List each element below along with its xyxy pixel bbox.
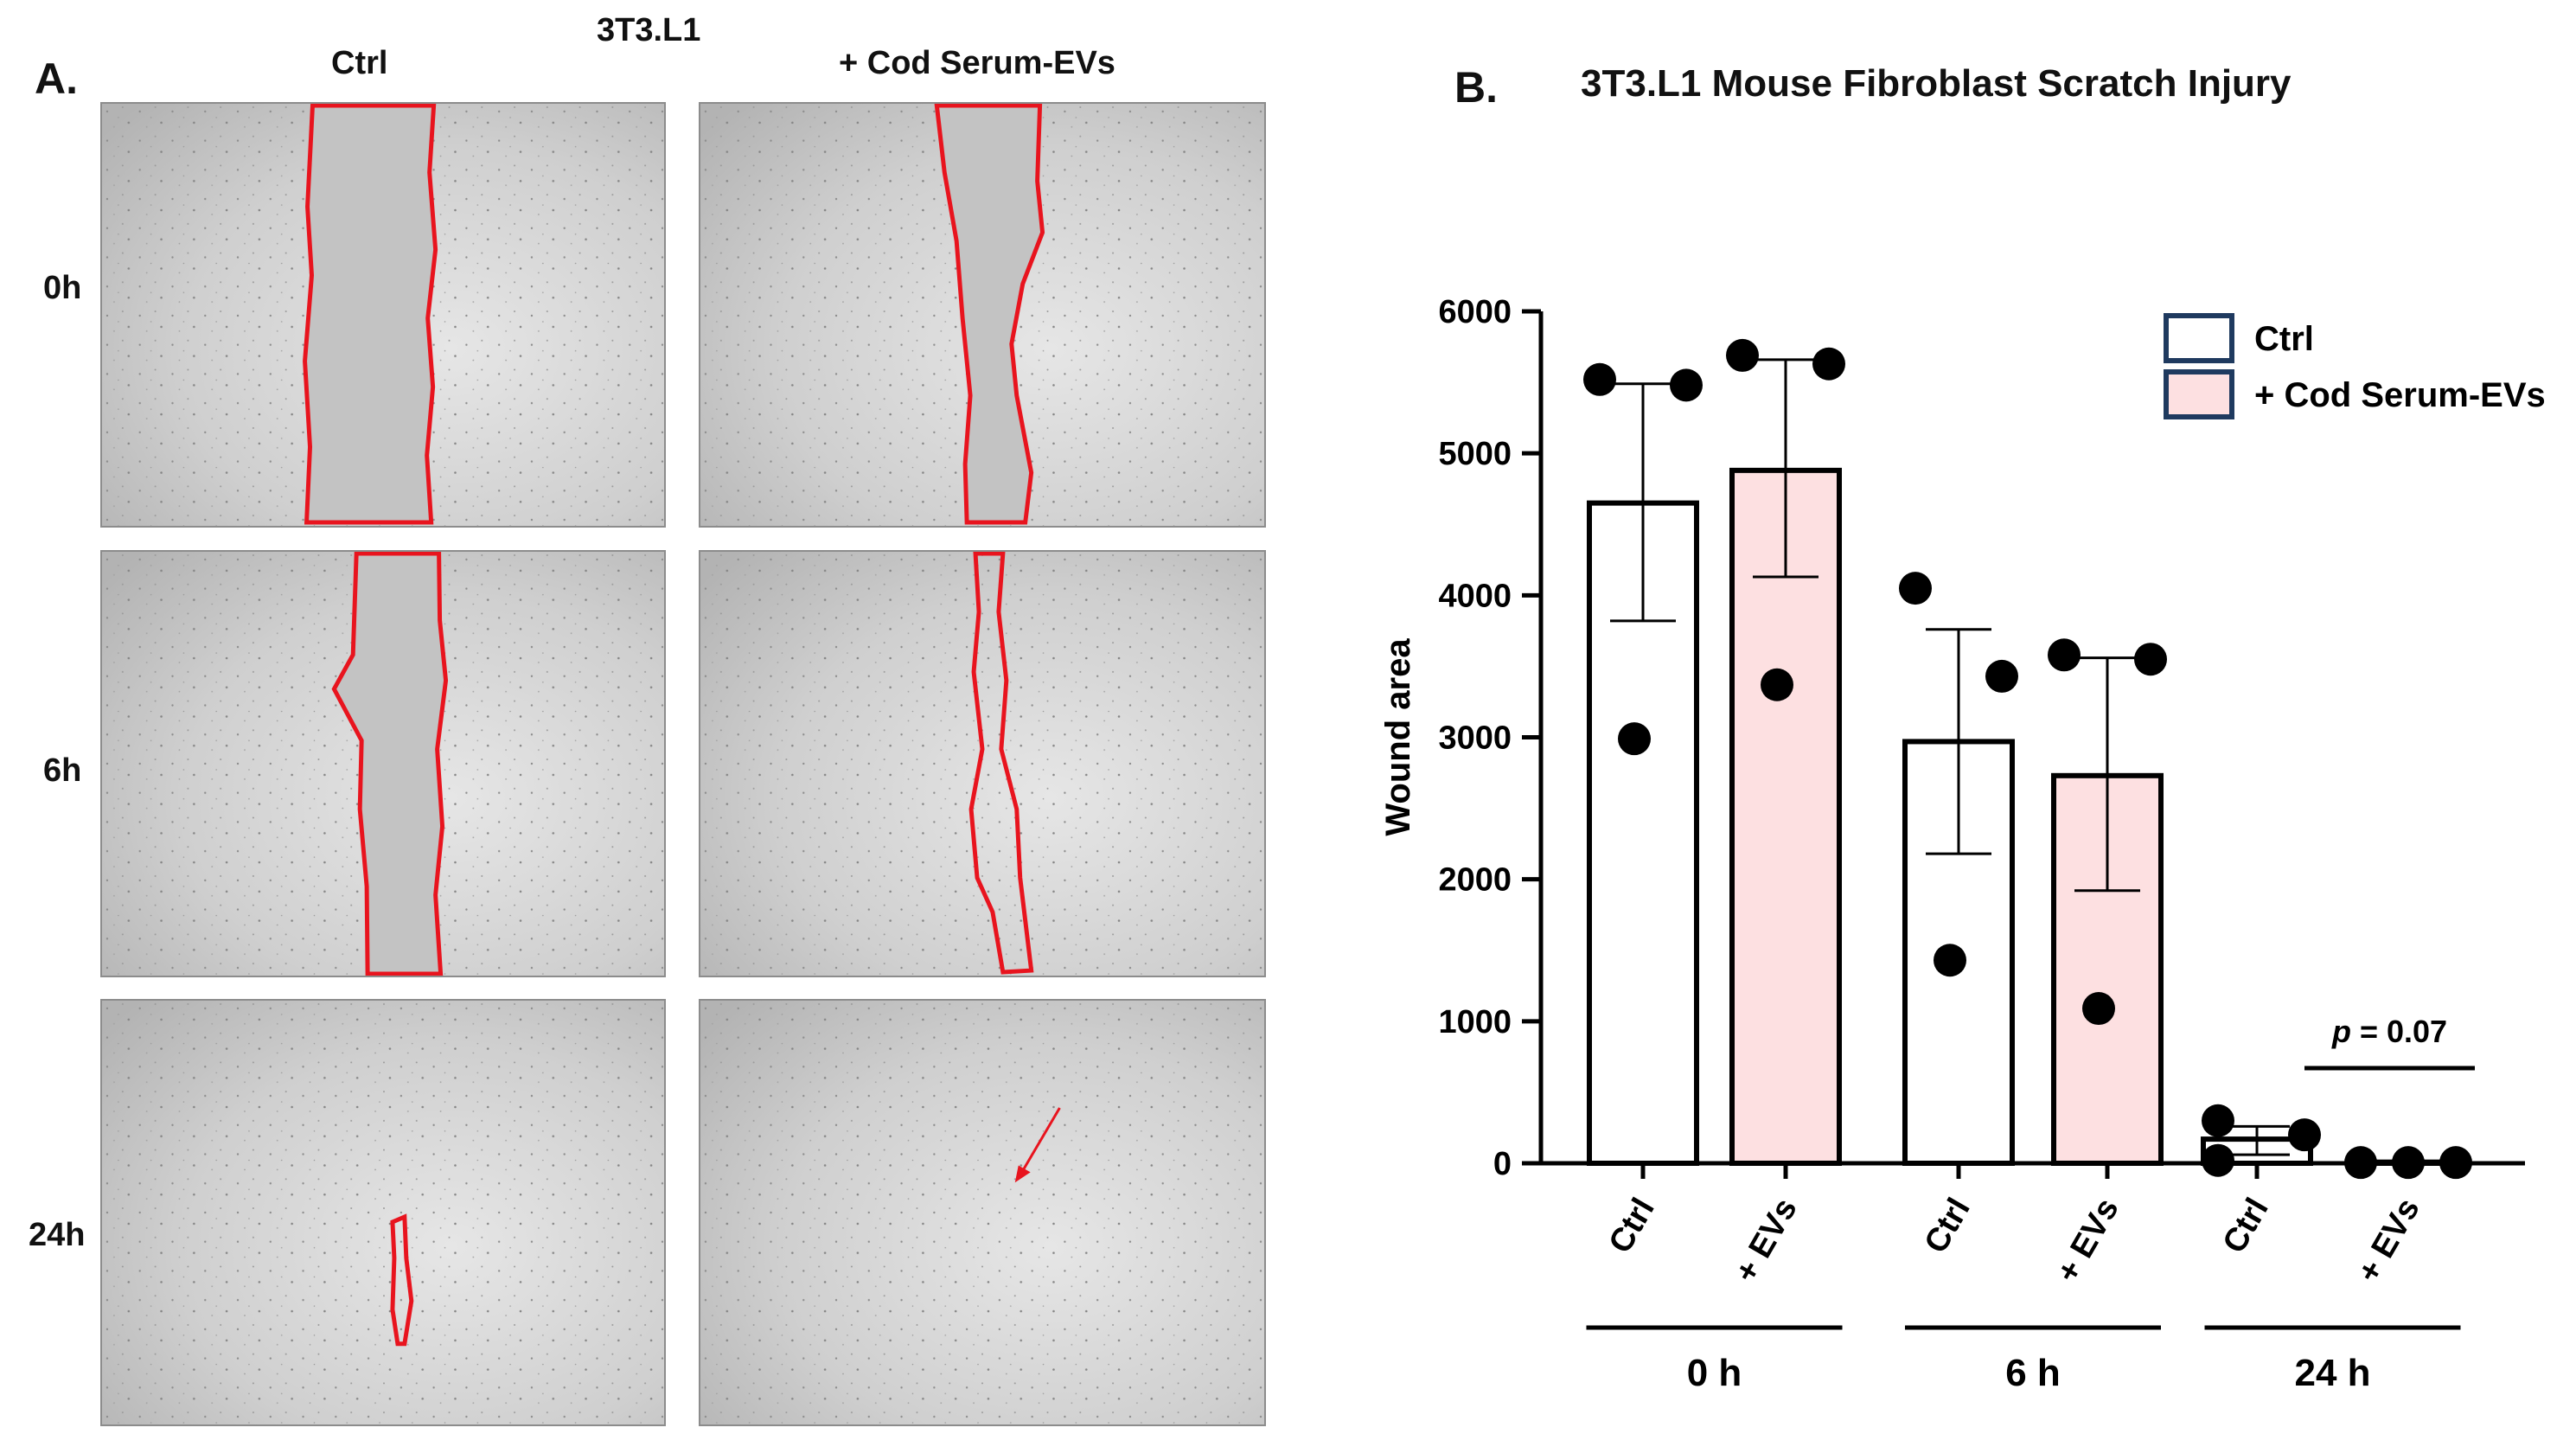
x-tick-label: + EVs <box>2350 1193 2427 1290</box>
data-point <box>1812 347 1845 381</box>
x-tick-label: Ctrl <box>1602 1193 1662 1260</box>
arrow-line <box>1020 1107 1061 1174</box>
cell-line-title: 3T3.L1 <box>597 12 701 48</box>
legend-swatch-ctrl <box>2164 313 2234 363</box>
data-point <box>2048 638 2081 672</box>
group-label: 6 h <box>2005 1352 2061 1394</box>
data-point <box>2202 1143 2234 1177</box>
chart-title: 3T3.L1 Mouse Fibroblast Scratch Injury <box>1581 62 2292 105</box>
wound-outline <box>968 552 1034 975</box>
panel-b-letter: B. <box>1454 63 1498 112</box>
y-tick-label: 2000 <box>1438 862 1512 899</box>
wound-outline <box>390 1213 414 1347</box>
wound-outline <box>331 552 449 976</box>
legend-swatch-evs <box>2164 369 2234 419</box>
row-header-6h: 6h <box>43 752 82 789</box>
p-value-label: p = 0.07 <box>2331 1014 2447 1049</box>
data-point <box>2439 1146 2472 1180</box>
data-point <box>1899 572 1932 605</box>
data-point <box>2134 643 2167 676</box>
p-symbol: p <box>2331 1014 2351 1049</box>
arrow-head <box>1014 1165 1031 1183</box>
y-tick-label: 1000 <box>1438 1004 1512 1040</box>
group-label: 24 h <box>2294 1352 2370 1394</box>
wound-outline <box>303 104 438 525</box>
data-point <box>1583 362 1616 396</box>
data-point <box>1670 368 1703 402</box>
micrograph-ctrl-6h <box>100 550 666 977</box>
data-point <box>2082 992 2115 1026</box>
data-point <box>2344 1146 2377 1180</box>
data-point <box>2392 1146 2425 1180</box>
x-tick-label: + EVs <box>1728 1193 1805 1290</box>
micrograph-evs-24h <box>699 999 1266 1426</box>
panel-a-letter: A. <box>35 54 78 103</box>
y-tick-label: 0 <box>1493 1146 1512 1182</box>
wound-outline <box>934 104 1045 525</box>
data-point <box>2202 1104 2234 1137</box>
bar-chart: 0 1000 2000 3000 4000 5000 6000 Wound area Ctrl +… <box>1379 294 2546 1394</box>
bar <box>1729 467 1842 1167</box>
p-value: = 0.07 <box>2351 1014 2447 1049</box>
x-tick-label: Ctrl <box>1918 1193 1978 1260</box>
data-point <box>1726 338 1759 372</box>
row-header-0h: 0h <box>43 270 82 306</box>
x-tick-label: + EVs <box>2049 1193 2126 1290</box>
micrograph-evs-0h <box>699 102 1266 528</box>
column-header-ctrl: Ctrl <box>331 45 388 81</box>
y-axis-label: Wound area <box>1379 638 1417 836</box>
micrograph-ctrl-0h <box>100 102 666 528</box>
legend-label-evs: + Cod Serum-EVs <box>2254 376 2546 414</box>
data-point <box>2288 1118 2321 1152</box>
legend-label-ctrl: Ctrl <box>2254 320 2314 358</box>
micrograph-evs-6h <box>699 550 1266 977</box>
data-point <box>1985 659 2018 693</box>
y-tick-label: 5000 <box>1438 436 1512 472</box>
x-tick-label: Ctrl <box>2216 1193 2276 1260</box>
row-header-24h: 24h <box>29 1217 86 1253</box>
micrograph-ctrl-24h <box>100 999 666 1426</box>
data-point <box>1934 944 1966 977</box>
group-label: 0 h <box>1687 1352 1742 1394</box>
column-header-evs: + Cod Serum-EVs <box>839 45 1115 81</box>
y-tick-label: 3000 <box>1438 720 1512 757</box>
y-tick-label: 4000 <box>1438 578 1512 614</box>
data-point <box>1761 668 1793 701</box>
y-tick-label: 6000 <box>1438 294 1512 330</box>
data-point <box>1618 722 1651 756</box>
